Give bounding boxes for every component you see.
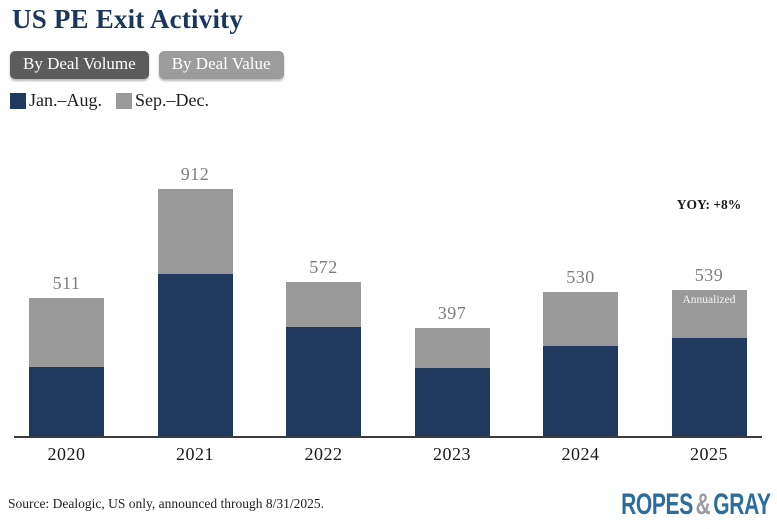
bar-2023-sep-dec [414,328,490,368]
bar-group-2025: Annualized [671,290,747,436]
bar-2023-jan-aug [414,368,490,436]
year-label-2024: 2024 [561,444,600,464]
bar-2022-sep-dec [286,282,361,327]
total-label-2022: 572 [309,257,338,277]
view-toggle-group: By Deal Volume By Deal Value [10,51,284,79]
annualized-label: Annualized [682,294,736,306]
page-title: US PE Exit Activity [12,4,244,34]
legend-label-jan-aug: Jan.–Aug. [29,90,102,110]
year-label-2025: 2025 [690,444,728,464]
bar-2025-jan-aug [671,338,747,436]
bar-2024-sep-dec [543,292,618,346]
bar-group-2024 [543,292,618,436]
by-deal-value-button[interactable]: By Deal Value [158,51,284,79]
legend: Jan.–Aug. Sep.–Dec. [10,90,209,111]
legend-label-sep-dec: Sep.–Dec. [135,90,209,110]
bar-2020-sep-dec [29,298,104,367]
source-note: Source: Dealogic, US only, announced thr… [8,496,324,511]
total-label-2025: 539 [694,265,724,285]
bar-2025-sep-dec: Annualized [671,290,747,338]
total-label-2020: 511 [52,273,81,293]
total-label-2023: 397 [437,303,467,323]
bar-group-2022 [286,282,361,436]
yoy-annotation: YOY: +8% [676,197,742,212]
bar-2021-sep-dec [157,189,233,274]
legend-item-sep-dec: Sep.–Dec. [116,90,209,111]
year-label-2023: 2023 [433,444,471,464]
ropes-gray-logo: ROPES & GRAY [621,488,771,522]
legend-swatch-sep-dec [116,92,132,109]
legend-item-jan-aug: Jan.–Aug. [10,90,102,111]
bar-group-2023 [414,328,490,436]
bar-2021-jan-aug [157,274,233,436]
x-axis-line [14,436,762,438]
bar-group-2021 [157,189,233,436]
bar-group-2020 [29,298,104,436]
year-label-2020: 2020 [47,444,86,464]
bar-2020-jan-aug [29,367,104,436]
year-label-2021: 2021 [176,444,214,464]
total-label-2024: 530 [566,267,595,287]
by-deal-volume-button[interactable]: By Deal Volume [10,51,149,79]
year-label-2022: 2022 [304,444,343,464]
total-label-2021: 912 [180,164,210,184]
bar-2024-jan-aug [543,346,618,436]
logo-word-gray: GRAY [713,488,772,521]
bar-2022-jan-aug [286,327,361,436]
logo-word-ropes: ROPES [621,488,694,521]
legend-swatch-jan-aug [10,92,26,109]
logo-ampersand: & [696,488,711,521]
